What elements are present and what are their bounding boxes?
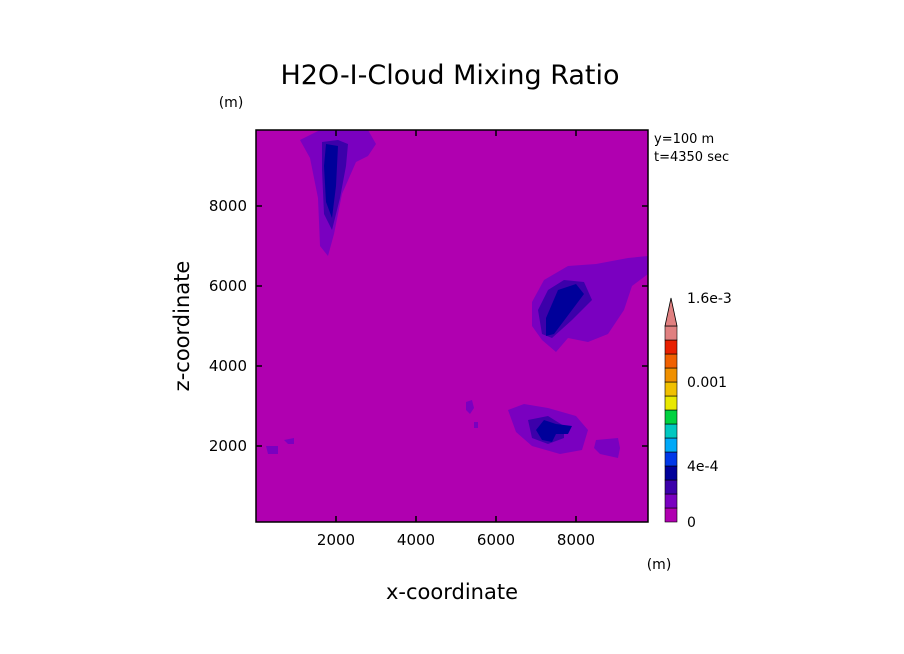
- colorbar-swatch: [664, 451, 678, 467]
- x-tick-label: 6000: [477, 531, 515, 549]
- contour-region-5: [546, 284, 584, 336]
- colorbar-swatch: [664, 367, 678, 383]
- y-axis-title: z-coordinate: [170, 261, 194, 392]
- plot-frame: [255, 129, 649, 523]
- contour-region-10: [466, 400, 474, 414]
- colorbar-swatch: [664, 437, 678, 453]
- y-tick-label: 2000: [209, 437, 247, 455]
- colorbar-swatch: [664, 325, 678, 341]
- contour-region-12: [266, 446, 278, 454]
- colorbar: 0 4e-4 0.001 1.6e-3: [664, 291, 732, 531]
- colorbar-swatch: [664, 339, 678, 355]
- contour-region-8: [536, 420, 572, 442]
- y-tick-label: 8000: [209, 197, 247, 215]
- plot-area: [255, 129, 649, 523]
- annotation-time: t=4350 sec: [654, 150, 729, 165]
- colorbar-swatch: [664, 423, 678, 439]
- y-axis-ticks: 2000 4000 6000 8000: [209, 197, 648, 455]
- contour-fills: [266, 130, 648, 458]
- colorbar-label: 0: [687, 515, 696, 531]
- colorbar-label: 0.001: [687, 375, 727, 391]
- x-tick-label: 8000: [557, 531, 595, 549]
- y-tick-label: 6000: [209, 277, 247, 295]
- colorbar-swatch: [664, 479, 678, 495]
- colorbar-extend-arrow: [664, 297, 678, 327]
- x-axis-ticks: 2000 4000 6000 8000: [317, 130, 595, 549]
- chart-title: H2O-I-Cloud Mixing Ratio: [280, 60, 619, 91]
- colorbar-swatch: [664, 465, 678, 481]
- colorbar-label: 1.6e-3: [687, 291, 732, 307]
- contour-region-2: [324, 144, 338, 218]
- y-unit-label: (m): [219, 95, 244, 111]
- contour-region-11: [474, 422, 478, 428]
- colorbar-swatch: [664, 507, 678, 523]
- x-unit-label: (m): [647, 557, 672, 573]
- colorbar-swatch: [664, 353, 678, 369]
- colorbar-swatch: [664, 381, 678, 397]
- colorbar-swatch: [664, 493, 678, 509]
- contour-region-9: [594, 438, 620, 458]
- colorbar-swatch: [664, 395, 678, 411]
- x-tick-label: 4000: [397, 531, 435, 549]
- colorbar-label: 4e-4: [687, 459, 719, 475]
- colorbar-swatch: [664, 409, 678, 425]
- y-tick-label: 4000: [209, 357, 247, 375]
- x-tick-label: 2000: [317, 531, 355, 549]
- contour-region-13: [284, 438, 294, 444]
- x-axis-title: x-coordinate: [386, 580, 518, 604]
- annotation-y-position: y=100 m: [654, 132, 714, 147]
